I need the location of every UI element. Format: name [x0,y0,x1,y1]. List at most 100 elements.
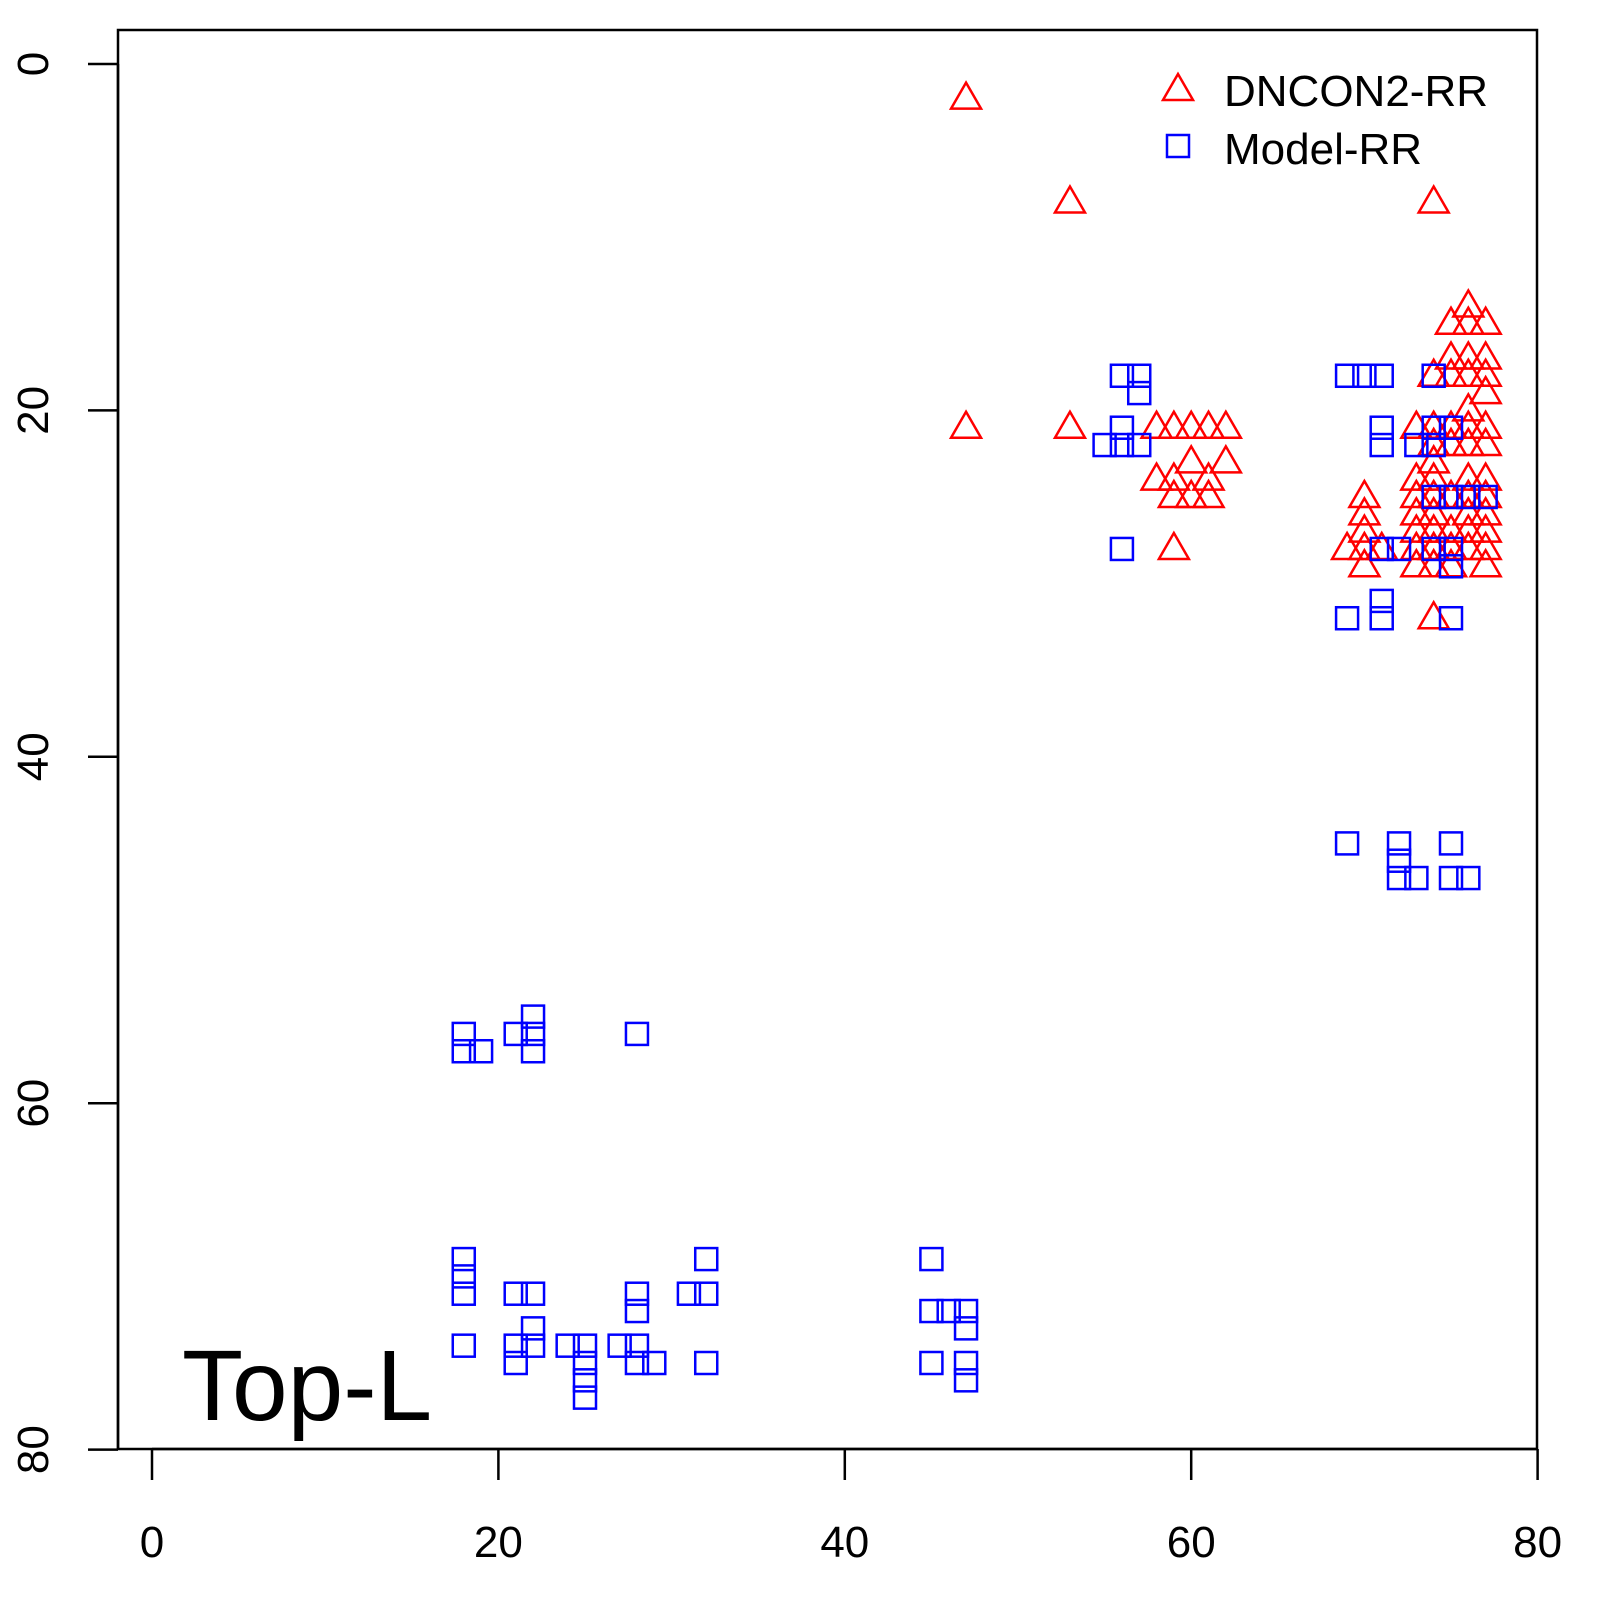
square-point [693,1350,719,1376]
square-point [520,1333,546,1358]
square-point [1421,432,1446,458]
square-point [1421,484,1446,510]
square-point [693,1281,719,1306]
square-point [953,1350,979,1376]
square-point [1438,484,1464,510]
triangle-point [1347,495,1382,526]
legend-square-icon [1165,133,1191,159]
triangle-point [1416,513,1451,543]
triangle-point [1468,495,1503,526]
triangle-point [1329,530,1365,561]
triangle-point [1416,184,1451,214]
square-point [1334,363,1360,389]
square-point [520,1281,546,1306]
legend-triangle-icon [1160,71,1196,102]
square-point [953,1316,979,1341]
square-point [1421,536,1446,562]
square-point [451,1021,477,1047]
square-point [451,1281,477,1306]
legend-label: Model-RR [1224,125,1422,174]
x-tick-label: 20 [474,1518,523,1567]
triangle-point [1399,547,1434,578]
triangle-point [1174,409,1209,439]
square-point [520,1021,546,1047]
square-point [1386,831,1412,856]
square-point [1386,536,1412,562]
triangle-point [1399,513,1434,543]
triangle-point [1433,305,1469,336]
square-point [503,1021,528,1047]
triangle-point [1052,184,1088,214]
triangle-point [1468,547,1503,578]
square-point [607,1333,632,1358]
square-point [1421,363,1446,389]
x-tick-label: 0 [140,1518,164,1567]
square-point [1109,415,1135,440]
y-axis: 0 20 40 60 80 [9,52,120,1474]
triangle-point [1191,409,1226,439]
square-point [503,1350,528,1376]
triangle-point [1468,461,1503,491]
square-point [1473,484,1498,510]
square-point [1109,363,1135,389]
triangle-point [1399,461,1434,491]
x-tick-label: 40 [820,1518,869,1567]
square-point [451,1264,477,1289]
square-point [642,1350,667,1376]
triangle-point [1191,478,1226,509]
triangle-point [1416,443,1451,474]
triangle-point [1451,495,1486,526]
triangle-point [1468,426,1503,457]
triangle-point [1347,547,1382,578]
square-point [451,1333,477,1358]
square-point [451,1246,477,1272]
square-point [936,1298,961,1324]
series-model-rr [451,363,1498,1410]
square-point [624,1021,650,1047]
square-point [1456,865,1481,891]
square-point [1369,536,1394,562]
square-point [1438,536,1464,562]
square-point [624,1281,650,1306]
plot-frame [116,28,1539,1451]
square-point [1386,865,1412,891]
square-point [1421,415,1446,440]
y-tick-label: 20 [9,386,58,435]
square-point [1126,380,1152,406]
triangle-point [1347,513,1382,543]
square-point [503,1281,528,1306]
square-point [1369,363,1394,389]
square-point [1369,605,1394,631]
triangle-point [1208,409,1244,439]
triangle-point [1433,339,1469,370]
square-point [1334,831,1360,856]
y-tick-label: 40 [9,732,58,781]
square-point [1126,363,1152,389]
x-axis: 0 20 40 60 80 [140,1447,1562,1567]
triangle-point [1451,426,1486,457]
triangle-point [1468,357,1503,388]
legend: DNCON2-RR Model-RR [1160,67,1488,174]
triangle-point [1468,305,1503,336]
triangle-point [948,409,984,439]
triangle-point [1399,495,1434,526]
square-point [693,1246,719,1272]
triangle-point [1451,339,1486,370]
square-point [624,1298,650,1324]
triangle-point [1139,409,1174,439]
square-point [1369,588,1394,614]
square-point [503,1333,528,1358]
square-point [1109,536,1135,562]
square-point [1352,363,1377,389]
triangle-point [1347,478,1382,509]
square-point [1404,432,1429,458]
triangle-point [1156,530,1192,561]
square-point [1092,432,1117,458]
square-point [572,1333,598,1358]
triangle-point [1468,374,1503,405]
square-point [451,1038,477,1064]
triangle-point [1174,443,1209,474]
square-point [624,1350,650,1376]
square-point [919,1350,944,1376]
triangle-point [1052,409,1088,439]
